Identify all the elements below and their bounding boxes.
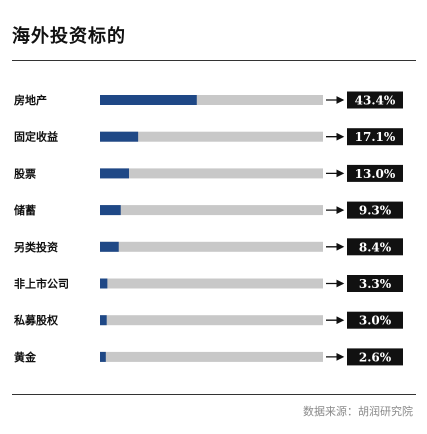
bar — [100, 205, 121, 216]
bar-track — [100, 278, 323, 289]
value-label-box — [347, 275, 403, 292]
value-label: 3.0% — [359, 314, 392, 328]
top-divider — [12, 60, 416, 61]
category-label: 储蓄 — [14, 203, 36, 217]
category-label: 房地产 — [14, 93, 47, 107]
value-label: 13.0% — [355, 167, 396, 181]
value-label: 43.4% — [355, 94, 396, 108]
category-label: 固定收益 — [14, 130, 58, 144]
value-label-box — [347, 164, 403, 182]
bar — [100, 131, 139, 142]
bar — [100, 95, 197, 105]
category-label: 非上市公司 — [14, 277, 69, 291]
bar — [100, 278, 108, 289]
category-label: 另类投资 — [14, 240, 58, 254]
value-label-box — [347, 91, 403, 109]
category-label: 股票 — [14, 167, 36, 180]
value-label-box — [347, 201, 403, 219]
bar-track — [100, 95, 323, 105]
bar-track — [100, 168, 323, 179]
category-label: 私募股权 — [14, 313, 59, 327]
bar-track — [100, 351, 323, 362]
bar-track — [100, 315, 323, 326]
bar — [100, 351, 106, 362]
bar — [100, 168, 129, 179]
value-label: 9.3% — [359, 204, 392, 218]
value-label: 3.3% — [359, 277, 392, 291]
bar — [100, 315, 107, 326]
chart-title: 海外投资标的 — [12, 26, 126, 47]
value-label-box — [347, 128, 403, 146]
value-label-box — [347, 311, 403, 329]
value-label: 2.6% — [359, 350, 392, 364]
bar-track — [100, 205, 323, 216]
bar-track — [100, 131, 323, 142]
bottom-divider — [12, 394, 416, 395]
bar — [100, 241, 119, 252]
bar-track — [100, 241, 323, 252]
category-label: 黄金 — [14, 350, 37, 364]
value-label: 17.1% — [355, 130, 396, 144]
value-label-box — [347, 348, 403, 366]
data-source: 数据来源：胡润研究院 — [303, 405, 413, 418]
value-label: 8.4% — [359, 240, 392, 254]
value-label-box — [347, 238, 403, 256]
